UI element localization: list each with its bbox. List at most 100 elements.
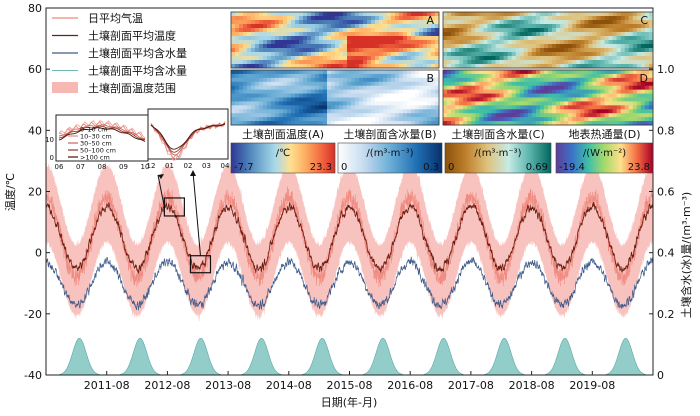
map-cell [287, 32, 292, 37]
map-cell [235, 121, 240, 126]
map-cell [451, 16, 456, 21]
map-frame [442, 69, 654, 126]
map-cell [291, 12, 296, 17]
map-cell [235, 48, 240, 53]
map-cell [608, 28, 614, 33]
map-cell [539, 32, 545, 37]
map-cell [351, 113, 356, 118]
map-cell [335, 20, 340, 25]
map-cell [495, 70, 500, 75]
map-cell [499, 89, 504, 94]
map-cell [419, 44, 424, 49]
map-cell [624, 77, 630, 83]
map-cell [588, 117, 593, 122]
map-cell [584, 101, 589, 106]
map-cell [572, 85, 577, 91]
map-cell [343, 52, 348, 57]
map-cell [323, 24, 328, 29]
map-cell [271, 28, 276, 33]
map-cell [399, 109, 404, 114]
map-cell [359, 93, 364, 98]
map-cell [435, 48, 440, 53]
map-cell [315, 52, 320, 57]
map-cell [499, 20, 504, 25]
map-cell [491, 64, 496, 69]
map-cell [435, 121, 440, 126]
map-cell [443, 85, 448, 91]
map-cell [295, 101, 300, 106]
map-cell [363, 105, 368, 110]
map-cell [327, 20, 332, 25]
map-cell [471, 40, 476, 45]
map-cell [339, 81, 344, 87]
map-cell [531, 64, 537, 69]
map-cell [451, 105, 456, 110]
map-cell [343, 28, 348, 33]
map-cell [467, 113, 472, 118]
map-cell [584, 105, 589, 110]
map-cell [299, 28, 304, 33]
map-cell [548, 109, 553, 114]
map-cell [391, 40, 396, 45]
map-cell [548, 81, 553, 87]
map-cell [636, 105, 642, 110]
map-cell [564, 24, 569, 29]
map-cell [279, 109, 284, 114]
map-cell [319, 105, 324, 110]
map-cell [576, 24, 581, 29]
map-cell [515, 44, 521, 49]
map-cell [323, 28, 328, 33]
map-cell [291, 36, 296, 41]
map-cell [572, 77, 577, 83]
map-cell [379, 81, 384, 87]
inset-left-x-tick-label: 09 [119, 163, 128, 171]
map-cell [455, 97, 460, 102]
map-cell [323, 64, 328, 69]
map-cell [303, 12, 308, 17]
inset-left-x-tick-label: 07 [76, 163, 85, 171]
map-cell [403, 40, 408, 45]
map-cell [343, 32, 348, 37]
map-cell [616, 97, 622, 102]
map-cell [548, 105, 553, 110]
map-cell [596, 44, 601, 49]
map-cell [343, 77, 348, 83]
x-tick-label: 2016-08 [387, 379, 433, 392]
map-cell [283, 36, 288, 41]
map-cell [648, 44, 654, 49]
map-cell [487, 101, 492, 106]
map-cell [548, 113, 553, 118]
map-cell [632, 48, 638, 53]
map-cell [427, 44, 432, 49]
map-cell [279, 48, 284, 53]
map-cell [367, 48, 372, 53]
map-cell [483, 36, 488, 41]
map-cell [568, 70, 573, 75]
map-cell [531, 48, 537, 53]
map-cell [475, 97, 480, 102]
map-cell [511, 28, 517, 33]
map-cell [479, 16, 484, 21]
map-cell [552, 44, 557, 49]
map-cell [535, 97, 541, 102]
map-cell [479, 81, 484, 87]
map-cell [287, 81, 292, 87]
map-cell [315, 121, 320, 126]
map-cell [511, 24, 517, 29]
map-cell [463, 70, 468, 75]
map-cell [608, 121, 614, 126]
map-cell [351, 70, 356, 75]
map-cell [435, 20, 440, 25]
map-cell [616, 16, 622, 21]
map-cell [339, 113, 344, 118]
map-cell [612, 52, 618, 57]
map-cell [499, 48, 504, 53]
map-cell [327, 101, 332, 106]
map-cell [552, 93, 557, 98]
map-cell [347, 73, 352, 79]
map-cell [367, 24, 372, 29]
legend-label: 土壤剖面温度范围 [88, 81, 176, 95]
map-cell [255, 32, 260, 37]
map-cell [327, 12, 332, 17]
map-cell [523, 70, 529, 75]
